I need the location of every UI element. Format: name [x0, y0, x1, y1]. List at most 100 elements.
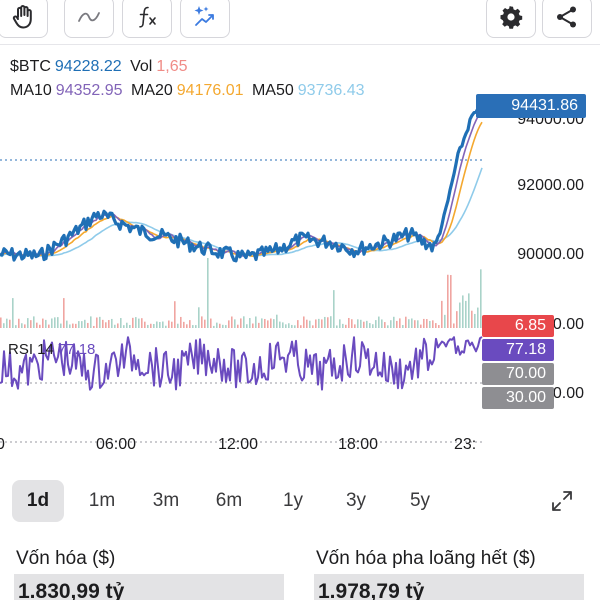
legend-ma10-value: 94352.95 [55, 82, 123, 99]
volume-bar [447, 274, 449, 328]
volume-bar [231, 316, 233, 328]
volume-bar [162, 321, 164, 328]
volume-bar [171, 321, 173, 328]
volume-bar [387, 325, 389, 328]
share-button[interactable] [542, 0, 592, 38]
indicators-button[interactable] [122, 0, 172, 38]
volume-bar [450, 275, 452, 328]
range-tab-1y[interactable]: 1y [282, 490, 304, 511]
range-tab-3m[interactable]: 3m [152, 490, 180, 511]
current-price-tag: 94431.86 [476, 94, 586, 118]
volume-bar [297, 320, 299, 328]
magic-icon [194, 6, 214, 26]
range-tab-5y[interactable]: 5y [409, 490, 431, 511]
volume-bar [288, 323, 290, 328]
volume-bar [123, 325, 125, 328]
volume-bar [69, 324, 71, 328]
volume-bar [159, 322, 161, 328]
volume-bar [222, 324, 224, 328]
range-tab-1m[interactable]: 1m [88, 490, 116, 511]
volume-bar [72, 323, 74, 328]
volume-bar [474, 313, 476, 328]
volume-bar [12, 298, 14, 328]
volume-bar [228, 320, 230, 328]
legend-symbol: $BTC [10, 58, 51, 75]
volume-bar [51, 318, 53, 328]
ai-signals-button[interactable] [180, 0, 230, 38]
volume-bar [402, 325, 404, 328]
range-tab-1d[interactable]: 1d [12, 480, 64, 522]
volume-bar [390, 320, 392, 328]
volume-bar [249, 318, 251, 328]
volume-bar [348, 317, 350, 328]
volume-bar [306, 319, 308, 328]
volume-bar [426, 319, 428, 328]
volume-bar [102, 319, 104, 328]
volume-bars [0, 258, 482, 328]
legend-ma50-value: 93736.43 [297, 82, 365, 99]
volume-bar [378, 316, 380, 328]
volume-bar [33, 316, 35, 328]
pan-tool-button[interactable] [0, 0, 48, 38]
rsi-legend: RSI 14 77.18 [8, 341, 99, 358]
volume-bar [381, 319, 383, 328]
volume-bar [96, 317, 98, 328]
volume-bar [129, 324, 131, 328]
volume-bar [87, 322, 89, 328]
legend-row-1: $BTC 94228.22 Vol 1,65 [10, 58, 191, 76]
volume-bar [357, 319, 359, 328]
volume-bar [345, 324, 347, 328]
volume-bar [456, 311, 458, 328]
draw-line-button[interactable] [64, 0, 114, 38]
legend-ma20-label: MA20 [130, 82, 173, 99]
price-chart[interactable]: $BTC 94228.22 Vol 1,65 MA10 94352.95 MA20 94… [0, 46, 600, 466]
price-tick-90000: 90000.00 [517, 246, 584, 263]
volume-bar [339, 319, 341, 328]
volume-bar [300, 325, 302, 328]
volume-bar [264, 318, 266, 328]
chart-canvas[interactable] [0, 46, 600, 466]
volume-bar [246, 324, 248, 328]
volume-bar [30, 320, 32, 328]
fullscreen-button[interactable] [540, 480, 584, 522]
line-icon [78, 12, 100, 22]
volume-bar [225, 325, 227, 328]
volume-bar [144, 321, 146, 328]
volume-bar [471, 310, 473, 328]
fdv-value: 1.978,79 tỷ [314, 574, 584, 600]
hand-icon [12, 5, 32, 29]
volume-bar [315, 319, 317, 328]
gear-icon [500, 6, 523, 29]
volume-bar [333, 290, 335, 328]
time-label-1200: 12:00 [218, 436, 259, 453]
volume-bar [18, 318, 20, 328]
volume-bar [405, 316, 407, 328]
volume-bar [318, 318, 320, 328]
volume-bar [432, 320, 434, 328]
volume-bar [453, 323, 455, 328]
volume-bar [135, 317, 137, 328]
settings-button[interactable] [486, 0, 536, 38]
volume-bar [273, 319, 275, 328]
time-label-1800: 18:00 [338, 436, 379, 453]
volume-bar [192, 325, 194, 328]
volume-bar [84, 319, 86, 328]
volume-bar [180, 316, 182, 328]
volume-bar [3, 323, 5, 328]
volume-bar [99, 316, 101, 328]
volume-bar [327, 317, 329, 328]
volume-bar [42, 318, 44, 328]
volume-bar [276, 314, 278, 328]
volume-bar [285, 324, 287, 328]
volume-bar [423, 318, 425, 328]
legend-vol-label: Vol [130, 58, 153, 75]
volume-bar [75, 323, 77, 328]
market-cap-label: Vốn hóa ($) [16, 548, 116, 569]
volume-bar [126, 322, 128, 328]
range-tab-3y[interactable]: 3y [345, 490, 367, 511]
volume-bar [312, 325, 314, 328]
volume-bar [216, 322, 218, 328]
volume-bar [243, 316, 245, 328]
range-tab-6m[interactable]: 6m [215, 490, 243, 511]
volume-bar [213, 325, 215, 328]
